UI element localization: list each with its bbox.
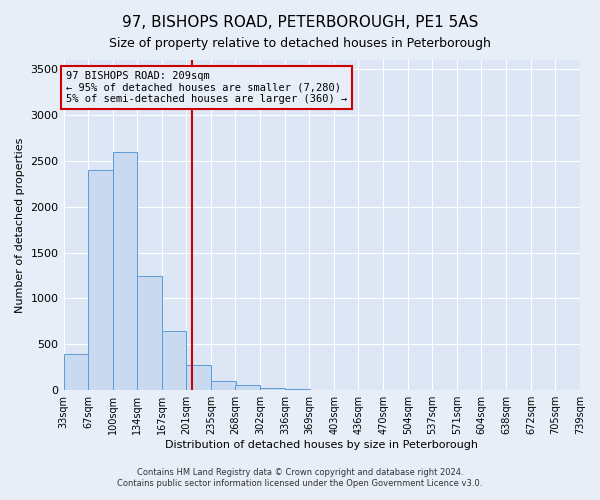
Text: 97 BISHOPS ROAD: 209sqm
← 95% of detached houses are smaller (7,280)
5% of semi-: 97 BISHOPS ROAD: 209sqm ← 95% of detache…	[66, 71, 347, 104]
Text: 97, BISHOPS ROAD, PETERBOROUGH, PE1 5AS: 97, BISHOPS ROAD, PETERBOROUGH, PE1 5AS	[122, 15, 478, 30]
Bar	[88, 170, 113, 390]
Text: Contains HM Land Registry data © Crown copyright and database right 2024.
Contai: Contains HM Land Registry data © Crown c…	[118, 468, 482, 487]
Text: Size of property relative to detached houses in Peterborough: Size of property relative to detached ho…	[109, 38, 491, 51]
Bar	[137, 276, 162, 390]
Bar	[211, 381, 236, 390]
Y-axis label: Number of detached properties: Number of detached properties	[15, 138, 25, 313]
Bar	[64, 354, 88, 390]
Bar	[235, 384, 260, 390]
Bar	[113, 152, 137, 390]
X-axis label: Distribution of detached houses by size in Peterborough: Distribution of detached houses by size …	[165, 440, 478, 450]
Bar	[187, 365, 211, 390]
Bar	[260, 388, 285, 390]
Bar	[161, 330, 187, 390]
